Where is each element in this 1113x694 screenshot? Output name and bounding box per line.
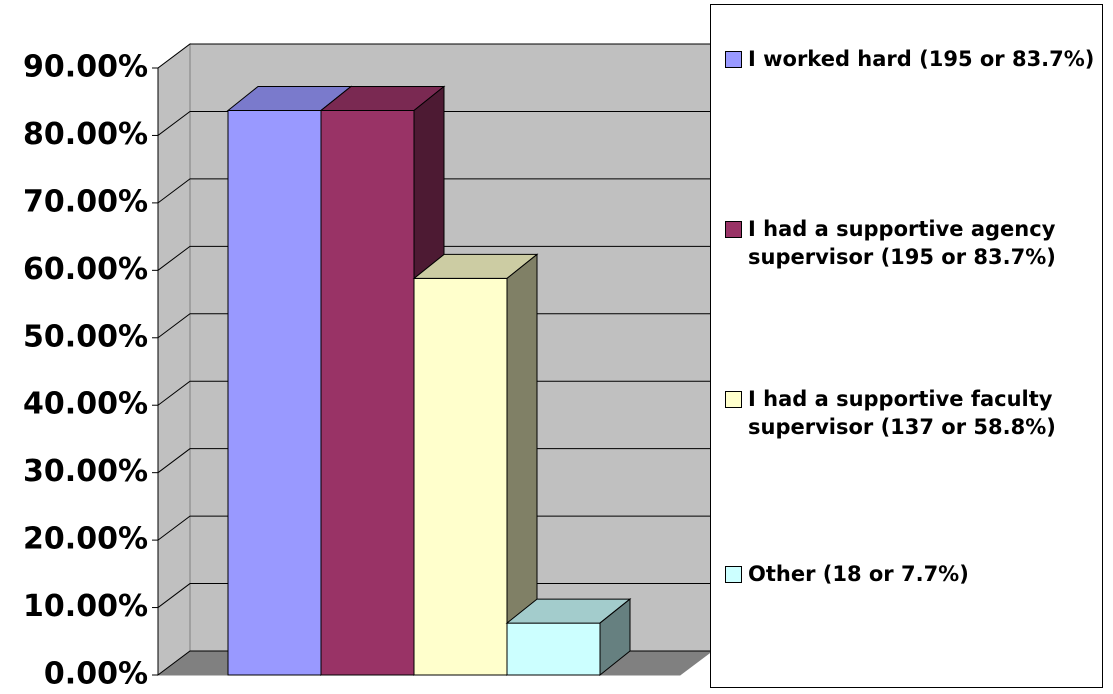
- grid-line: [157, 178, 710, 204]
- y-tick-label: 50.00%: [23, 319, 148, 354]
- y-tick-label: 40.00%: [23, 387, 148, 422]
- grid-line: [157, 110, 710, 136]
- side-wall: [157, 43, 191, 676]
- y-tick-label: 20.00%: [23, 522, 148, 557]
- y-tick-label: 60.00%: [23, 252, 148, 287]
- legend: I worked hard (195 or 83.7%) I had a supp…: [710, 4, 1103, 688]
- y-tick-label: 30.00%: [23, 454, 148, 489]
- legend-entry: I had a supportive agency supervisor (19…: [725, 215, 1100, 271]
- legend-swatch: [725, 566, 742, 583]
- legend-label: I had a supportive agency supervisor (19…: [748, 217, 1056, 269]
- legend-entry: I worked hard (195 or 83.7%): [725, 45, 1100, 73]
- legend-swatch: [725, 221, 742, 238]
- bar: [413, 277, 508, 676]
- grid-line: [157, 380, 710, 406]
- chart: 0.00% 10.00% 20.00% 30.00% 40.00% 50.00% 60.00…: [23, 43, 710, 692]
- legend-entry: I had a supportive faculty supervisor (1…: [725, 385, 1100, 441]
- bar: [227, 109, 322, 676]
- y-tick-label: 0.00%: [44, 657, 148, 692]
- legend-label: Other (18 or 7.7%): [748, 562, 969, 586]
- legend-swatch: [725, 391, 742, 408]
- grid-line: [157, 313, 710, 339]
- y-tick-label: 70.00%: [23, 184, 148, 219]
- grid-line: [157, 515, 710, 541]
- legend-label: I worked hard (195 or 83.7%): [748, 47, 1095, 71]
- bar: [506, 622, 601, 676]
- legend-entry: Other (18 or 7.7%): [725, 560, 1100, 588]
- grid-line: [157, 43, 710, 69]
- y-tick-label: 80.00%: [23, 117, 148, 152]
- legend-swatch: [725, 51, 742, 68]
- bar: [320, 109, 415, 676]
- bar-side: [599, 598, 631, 677]
- grid-line: [157, 448, 710, 474]
- grid-line: [157, 245, 710, 271]
- grid-line: [157, 583, 710, 608]
- y-tick-label: 90.00%: [23, 50, 148, 85]
- legend-label: I had a supportive faculty supervisor (1…: [748, 387, 1056, 439]
- y-tick-label: 10.00%: [23, 589, 148, 624]
